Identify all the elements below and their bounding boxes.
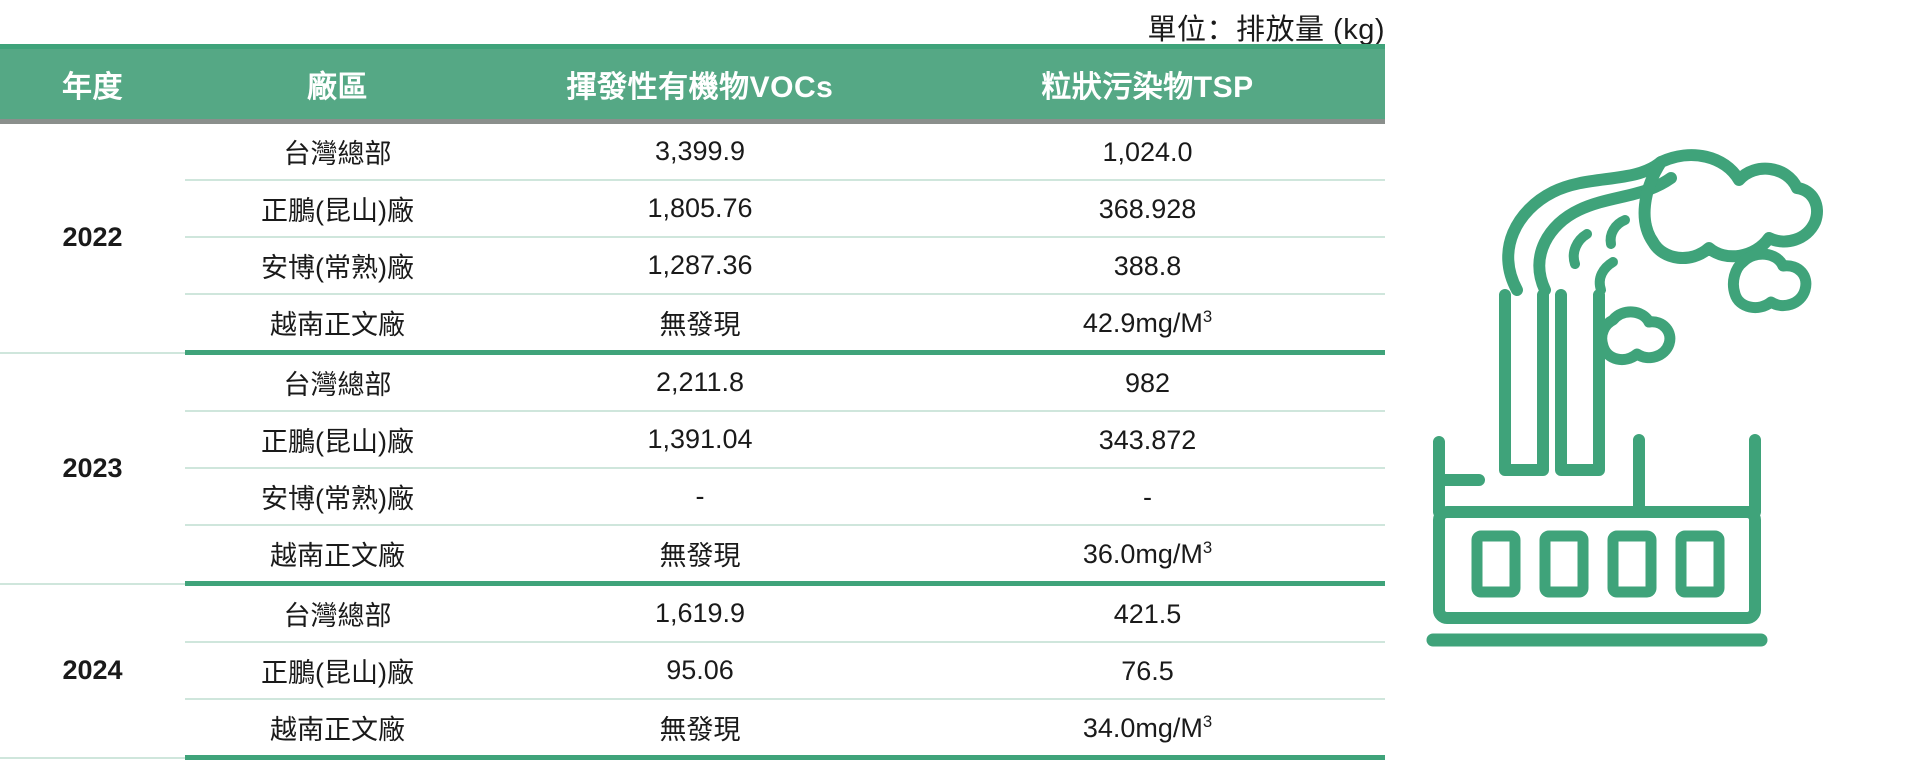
tsp-cell: 388.8	[910, 237, 1385, 295]
table-row: 安博(常熟)廠 - -	[0, 468, 1385, 526]
table-row: 越南正文廠 無發現 34.0mg/M3	[0, 699, 1385, 760]
factory-left-step	[1433, 436, 1485, 486]
plant-cell: 越南正文廠	[185, 525, 490, 586]
table-top-rule	[0, 44, 1385, 49]
smoke-cloud-small-middle	[1596, 306, 1676, 366]
tsp-superscript: 3	[1202, 537, 1213, 557]
factory-smokestack-illustration	[1425, 140, 1825, 650]
voc-cell: 1,619.9	[490, 583, 910, 643]
column-header-plant: 廠區	[185, 49, 490, 122]
plant-cell: 越南正文廠	[185, 294, 490, 355]
tsp-cell: -	[910, 468, 1385, 526]
column-header-voc: 揮發性有機物VOCs	[490, 49, 910, 122]
voc-cell: 3,399.9	[490, 121, 910, 181]
tsp-value: 343.872	[1098, 424, 1197, 455]
smoke-curve-outer	[1502, 156, 1667, 296]
table-row: 越南正文廠 無發現 42.9mg/M3	[0, 294, 1385, 355]
tsp-superscript: 3	[1202, 711, 1213, 731]
voc-cell: 2,211.8	[490, 352, 910, 412]
table-body: 2022 台灣總部 3,399.9 1,024.0 正鵬(昆山)廠 1,805.…	[0, 121, 1385, 760]
tsp-value: 388.8	[1113, 250, 1182, 281]
unit-note: 單位：排放量 (kg)	[1147, 14, 1385, 46]
table-row: 正鵬(昆山)廠 1,805.76 368.928	[0, 180, 1385, 238]
plant-cell: 台灣總部	[185, 352, 490, 412]
tsp-cell: 34.0mg/M3	[910, 699, 1385, 760]
tsp-superscript: 3	[1202, 306, 1213, 326]
chimney-left	[1499, 289, 1549, 476]
plant-cell: 越南正文廠	[185, 699, 490, 760]
tsp-value: 421.5	[1113, 598, 1182, 629]
tsp-value: 36.0mg/M	[1082, 538, 1203, 569]
smoke-cloud-small-right	[1727, 248, 1812, 314]
tsp-cell: 36.0mg/M3	[910, 525, 1385, 586]
tsp-cell: 368.928	[910, 180, 1385, 238]
factory-window-3	[1607, 530, 1657, 598]
tsp-cell: 421.5	[910, 583, 1385, 643]
tsp-cell: 76.5	[910, 642, 1385, 700]
table-row: 安博(常熟)廠 1,287.36 388.8	[0, 237, 1385, 295]
tsp-cell: 982	[910, 352, 1385, 412]
smoke-dash-2	[1605, 215, 1630, 249]
column-header-year: 年度	[0, 49, 185, 122]
factory-window-4	[1675, 530, 1725, 598]
tsp-value: 42.9mg/M	[1082, 307, 1203, 338]
plant-cell: 台灣總部	[185, 121, 490, 181]
tsp-cell: 1,024.0	[910, 121, 1385, 181]
plant-cell: 安博(常熟)廠	[185, 237, 490, 295]
year-cell-2022: 2022	[0, 121, 185, 354]
table-header: 年度 廠區 揮發性有機物VOCs 粒狀污染物TSP	[0, 49, 1385, 122]
smoke-dash-1	[1568, 229, 1592, 269]
table-row: 正鵬(昆山)廠 95.06 76.5	[0, 642, 1385, 700]
tsp-value: 982	[1124, 367, 1171, 398]
voc-cell: 無發現	[490, 294, 910, 355]
plant-cell: 正鵬(昆山)廠	[185, 180, 490, 238]
plant-cell: 安博(常熟)廠	[185, 468, 490, 526]
factory-body	[1433, 506, 1761, 624]
tsp-value: -	[1143, 481, 1152, 512]
emissions-table-wrap: 年度 廠區 揮發性有機物VOCs 粒狀污染物TSP 2022 台灣總部 3,39…	[0, 49, 1385, 760]
year-cell-2024: 2024	[0, 583, 185, 759]
plant-cell: 台灣總部	[185, 583, 490, 643]
tsp-cell: 343.872	[910, 411, 1385, 469]
tsp-cell: 42.9mg/M3	[910, 294, 1385, 355]
emissions-table: 年度 廠區 揮發性有機物VOCs 粒狀污染物TSP 2022 台灣總部 3,39…	[0, 49, 1385, 760]
smoke-cloud-large	[1638, 149, 1823, 264]
column-header-tsp: 粒狀污染物TSP	[910, 49, 1385, 122]
year-cell-2023: 2023	[0, 352, 185, 585]
page-root: 單位：排放量 (kg) 年度 廠區 揮發性有機物VOCs 粒狀污染物TSP	[0, 14, 1825, 760]
factory-window-2	[1539, 530, 1589, 598]
tsp-value: 1,024.0	[1102, 136, 1193, 167]
voc-cell: 95.06	[490, 642, 910, 700]
table-row: 2024 台灣總部 1,619.9 421.5	[0, 583, 1385, 759]
voc-cell: 1,805.76	[490, 180, 910, 238]
plant-cell: 正鵬(昆山)廠	[185, 642, 490, 700]
voc-cell: 1,287.36	[490, 237, 910, 295]
voc-cell: 1,391.04	[490, 411, 910, 469]
voc-cell: -	[490, 468, 910, 526]
factory-right-roof	[1633, 434, 1761, 518]
table-header-row: 年度 廠區 揮發性有機物VOCs 粒狀污染物TSP	[0, 49, 1385, 122]
tsp-value: 34.0mg/M	[1082, 712, 1203, 743]
table-row: 2022 台灣總部 3,399.9 1,024.0	[0, 121, 1385, 354]
voc-cell: 無發現	[490, 699, 910, 760]
smoke-dash-3	[1594, 257, 1618, 295]
table-row: 正鵬(昆山)廠 1,391.04 343.872	[0, 411, 1385, 469]
table-row: 2023 台灣總部 2,211.8 982	[0, 352, 1385, 585]
factory-icon	[1426, 149, 1823, 647]
chimney-right	[1555, 289, 1605, 476]
table-row: 越南正文廠 無發現 36.0mg/M3	[0, 525, 1385, 586]
tsp-value: 368.928	[1098, 193, 1197, 224]
tsp-value: 76.5	[1121, 655, 1174, 686]
voc-cell: 無發現	[490, 525, 910, 586]
factory-window-1	[1471, 530, 1521, 598]
plant-cell: 正鵬(昆山)廠	[185, 411, 490, 469]
